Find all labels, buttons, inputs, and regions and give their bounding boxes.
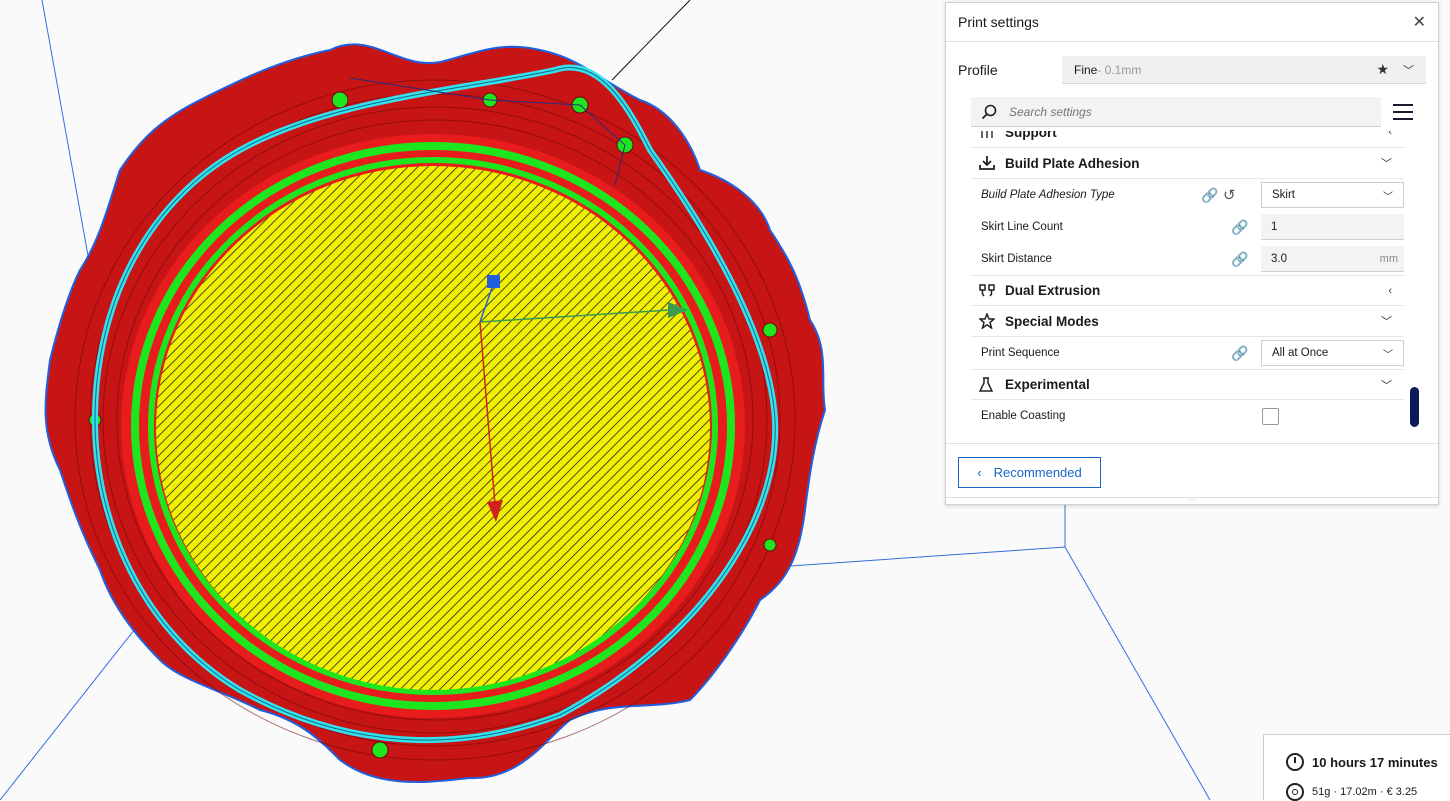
transform-gizmo[interactable] (479, 275, 688, 522)
search-icon (981, 104, 997, 119)
material-usage: 51g · 17.02m · € 3.25 (1312, 786, 1418, 798)
spool-icon (1286, 783, 1304, 801)
enable-coasting-checkbox[interactable] (1262, 407, 1279, 425)
link-icon: 🔗 (1231, 344, 1249, 361)
build-volume-edges (0, 0, 1211, 800)
inner-wall-green-1 (131, 142, 735, 710)
setting-skirt-distance-label: Skirt Distance (981, 253, 1052, 265)
setting-skirt-line-count: Skirt Line Count 🔗 1 (971, 211, 1404, 243)
recommended-button-label: Recommended (993, 465, 1082, 480)
chevron-down-icon: ﹀ (1383, 191, 1393, 203)
support-icon (979, 131, 997, 139)
chevron-down-icon: ﹀ (1381, 379, 1392, 392)
settings-menu-icon[interactable] (1393, 99, 1413, 125)
travel-moves (349, 77, 626, 186)
material-row: 51g · 17.02m · € 3.25 (1264, 783, 1450, 801)
category-support[interactable]: Support ‹ (971, 131, 1404, 148)
skirt-line-core (94, 67, 776, 741)
search-input[interactable] (1007, 103, 1351, 120)
setting-adhesion-type-label: Build Plate Adhesion Type (981, 189, 1115, 201)
axis-x-arrowhead[interactable] (668, 302, 688, 318)
panel-header: Print settings ✕ (946, 3, 1438, 42)
print-time: 10 hours 17 minutes (1312, 754, 1438, 770)
settings-list[interactable]: Support ‹ Build Plate Adhesion ﹀ Build P… (971, 131, 1404, 441)
skirt-distance-value: 3.0 (1271, 252, 1287, 265)
adhesion-icon (979, 155, 997, 171)
search-row (971, 96, 1426, 128)
chevron-down-icon: ﹀ (1381, 158, 1392, 170)
print-sequence-value: All at Once (1272, 347, 1329, 359)
adhesion-type-dropdown[interactable]: Skirt ﹀ (1261, 182, 1404, 208)
chevron-left-icon: ‹ (1388, 284, 1392, 297)
category-special-modes[interactable]: Special Modes ﹀ (971, 306, 1404, 337)
axis-x-arrow[interactable] (479, 309, 671, 323)
category-dual-extrusion[interactable]: Dual Extrusion ‹ (971, 275, 1404, 306)
chevron-down-icon: ﹀ (1381, 316, 1392, 328)
print-settings-panel: Print settings ✕ Profile Fine - 0.1mm ★ … (945, 2, 1439, 505)
profile-label: Profile (958, 62, 998, 78)
category-experimental[interactable]: Experimental ﹀ (971, 369, 1404, 400)
category-adhesion-label: Build Plate Adhesion (1005, 155, 1140, 171)
category-dual-label: Dual Extrusion (1005, 283, 1101, 298)
axis-z-stem (479, 284, 494, 323)
surface-detail (88, 91, 778, 759)
setting-print-sequence: Print Sequence 🔗 All at Once ﹀ (971, 337, 1404, 369)
print-time-row: 10 hours 17 minutes (1264, 753, 1450, 771)
flask-icon (979, 376, 997, 393)
search-box[interactable] (971, 97, 1381, 127)
profile-dropdown[interactable]: Fine - 0.1mm ★ ﹀ (1062, 56, 1426, 84)
settings-scrollbar[interactable] (1410, 387, 1419, 427)
setting-enable-coasting-label: Enable Coasting (981, 410, 1066, 422)
reset-icon[interactable]: ↺ (1223, 187, 1236, 204)
infill-area[interactable] (156, 166, 710, 690)
setting-adhesion-type: Build Plate Adhesion Type 🔗 ↺ Skirt ﹀ (971, 179, 1404, 211)
chevron-left-icon: ‹ (1388, 131, 1392, 138)
star-icon[interactable]: ★ (1376, 61, 1389, 77)
category-special-label: Special Modes (1005, 313, 1099, 329)
category-support-label: Support (1005, 131, 1057, 140)
print-sequence-dropdown[interactable]: All at Once ﹀ (1261, 340, 1404, 366)
link-icon: 🔗 (1231, 250, 1249, 267)
star-icon (979, 313, 997, 329)
axis-y-arrow[interactable] (479, 321, 496, 506)
link-icon: 🔗 (1201, 186, 1219, 203)
skirt-line-count-value: 1 (1271, 220, 1278, 233)
skirt-distance-input[interactable]: 3.0 mm (1261, 246, 1404, 272)
recommended-button[interactable]: ‹ Recommended (958, 457, 1101, 488)
skirt-distance-unit: mm (1379, 252, 1398, 265)
skirt-line-count-input[interactable]: 1 (1261, 214, 1404, 240)
build-volume-diagonal (611, 0, 691, 81)
profile-row: Profile Fine - 0.1mm ★ ﹀ (958, 55, 1426, 85)
profile-layer-height: - 0.1mm (1097, 62, 1142, 77)
dual-extrusion-icon (979, 283, 997, 298)
close-icon[interactable]: ✕ (1412, 14, 1426, 31)
category-build-plate-adhesion[interactable]: Build Plate Adhesion ﹀ (971, 148, 1404, 179)
setting-skirt-distance: Skirt Distance 🔗 3.0 mm (971, 243, 1404, 275)
setting-print-sequence-label: Print Sequence (981, 347, 1060, 359)
panel-title: Print settings (958, 14, 1039, 30)
clock-icon (1286, 753, 1304, 771)
inner-wall-green-2 (148, 157, 718, 695)
axis-z-handle[interactable] (487, 275, 500, 288)
chevron-down-icon: ﹀ (1383, 349, 1393, 361)
link-icon: 🔗 (1231, 218, 1249, 235)
axis-y-arrowhead[interactable] (487, 500, 503, 522)
print-info-box[interactable]: 10 hours 17 minutes 51g · 17.02m · € 3.2… (1263, 734, 1450, 801)
setting-skirt-line-count-label: Skirt Line Count (981, 221, 1063, 233)
category-experimental-label: Experimental (1005, 377, 1090, 392)
chevron-down-icon: ﹀ (1403, 64, 1414, 77)
profile-value: Fine (1074, 62, 1098, 77)
footer-divider (946, 443, 1438, 444)
adhesion-type-value: Skirt (1272, 189, 1295, 201)
panel-resize-handle[interactable]: ⋯ (946, 496, 1438, 504)
setting-enable-coasting: Enable Coasting (971, 400, 1404, 432)
chevron-left-icon: ‹ (977, 465, 982, 480)
